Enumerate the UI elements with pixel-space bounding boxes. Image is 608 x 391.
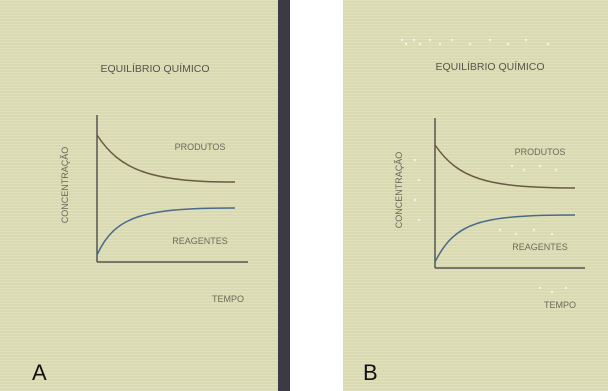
y-label: CONCENTRAÇÃO: [394, 152, 404, 229]
title: EQUILÍBRIO QUÍMICO: [435, 60, 544, 73]
x-label: TEMPO: [212, 294, 244, 304]
y-label: CONCENTRAÇÃO: [60, 147, 70, 224]
paper: [343, 0, 608, 391]
panel-b: EQUILÍBRIO QUÍMICO PRODUTOS REAGENTES CO…: [343, 0, 608, 391]
curve-label: REAGENTES: [512, 242, 568, 252]
curve-label: PRODUTOS: [515, 147, 566, 157]
panel-letter: A: [32, 360, 47, 385]
panel-a: EQUILÍBRIO QUÍMICO PRODUTOS REAGENTES CO…: [0, 0, 290, 391]
curve-label: PRODUTOS: [175, 142, 226, 152]
photo-pair: EQUILÍBRIO QUÍMICO PRODUTOS REAGENTES CO…: [0, 0, 608, 391]
x-label: TEMPO: [544, 300, 576, 310]
panel-letter: B: [363, 360, 378, 385]
title: EQUILÍBRIO QUÍMICO: [100, 62, 209, 75]
curve-label: REAGENTES: [172, 236, 228, 246]
paper: [0, 0, 278, 391]
page: EQUILÍBRIO QUÍMICO PRODUTOS REAGENTES CO…: [0, 0, 608, 391]
